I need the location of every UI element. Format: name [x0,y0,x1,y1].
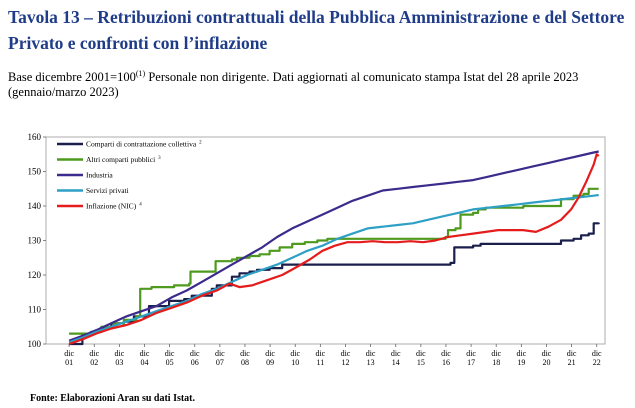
x-tick-label-year: 20 [542,358,550,367]
x-tick-label-month: dic [341,349,351,358]
legend-note-ref: 4 [139,203,142,208]
source-note: Fonte: Elaborazioni Aran su dati Istat. [30,393,196,404]
x-axis: dic01dic02dic03dic04dic05dic06dic07dic08… [64,344,602,367]
x-tick-label-year: 16 [442,358,450,367]
x-tick-label-month: dic [265,349,275,358]
y-tick-label: 130 [28,236,42,246]
x-tick-label-month: dic [64,349,74,358]
page-title: Tavola 13 – Retribuzioni contrattuali de… [8,7,625,53]
legend-note-ref: 3 [158,156,161,161]
x-tick-label-month: dic [491,349,501,358]
y-tick-label: 160 [28,132,42,142]
x-tick-label-year: 17 [467,358,475,367]
x-tick-label-year: 21 [568,358,576,367]
y-tick-label: 120 [28,270,42,280]
x-tick-label-month: dic [89,349,99,358]
series-line-4 [68,193,599,344]
y-tick-label: 100 [28,339,42,349]
legend-entry: Inflazione (NIC) 4 [86,202,142,211]
x-tick-label-month: dic [165,349,175,358]
series-line-2 [69,187,599,335]
subtitle-description: Personale non dirigente. Dati aggiornati… [8,70,579,100]
subtitle-note-ref: (1) [135,69,146,78]
x-tick-label-year: 04 [140,358,148,367]
x-tick-label-year: 15 [417,358,425,367]
y-axis: 100 110 120 130 140 150 160 [28,132,46,349]
x-tick-label-month: dic [516,349,526,358]
x-tick-label-year: 14 [392,358,400,367]
x-tick-label-month: dic [190,349,200,358]
y-tick-label: 150 [28,167,42,177]
legend-entry: Servizi privati [86,186,129,195]
chart-subtitle: Base dicembre 2001=100(1) Personale non … [8,66,630,100]
x-tick-label-month: dic [240,349,250,358]
legend-note-ref: 2 [199,141,202,146]
y-tick-label: 110 [28,305,42,315]
x-tick-label-month: dic [114,349,124,358]
x-tick-label-month: dic [391,349,401,358]
x-tick-label-month: dic [466,349,476,358]
x-tick-label-year: 11 [316,358,324,367]
x-tick-label-year: 03 [115,358,123,367]
x-tick-label-year: 02 [90,358,98,367]
x-tick-label-month: dic [140,349,150,358]
x-tick-label-year: 22 [593,358,601,367]
x-tick-label-year: 10 [291,358,299,367]
x-tick-label-year: 07 [216,358,224,367]
x-tick-label-month: dic [416,349,426,358]
x-tick-label-year: 13 [367,358,375,367]
x-tick-label-month: dic [315,349,325,358]
x-tick-label-year: 08 [241,358,249,367]
x-tick-label-month: dic [215,349,225,358]
x-tick-label-month: dic [592,349,602,358]
x-tick-label-year: 12 [341,358,349,367]
series-line-3 [68,150,599,342]
x-tick-label-year: 18 [492,358,500,367]
x-tick-label-month: dic [290,349,300,358]
legend-entry: Industria [86,171,113,180]
subtitle-base: Base dicembre 2001=100 [8,70,136,85]
x-tick-label-month: dic [542,349,552,358]
legend: Comparti di contrattazione collettiva 2 Al… [57,140,202,211]
x-tick-label-year: 09 [266,358,274,367]
x-tick-label-year: 19 [517,358,525,367]
legend-entry: Comparti di contrattazione collettiva 2 [86,140,202,149]
x-tick-label-month: dic [567,349,577,358]
y-tick-label: 140 [28,201,42,211]
x-tick-label-year: 06 [191,358,199,367]
x-tick-label-year: 05 [166,358,174,367]
x-tick-label-month: dic [366,349,376,358]
x-tick-label-month: dic [441,349,451,358]
series-lines [68,150,600,346]
series-line-5 [68,153,600,346]
x-tick-label-year: 01 [65,358,73,367]
legend-entry: Altri comparti pubblici 3 [86,155,161,164]
